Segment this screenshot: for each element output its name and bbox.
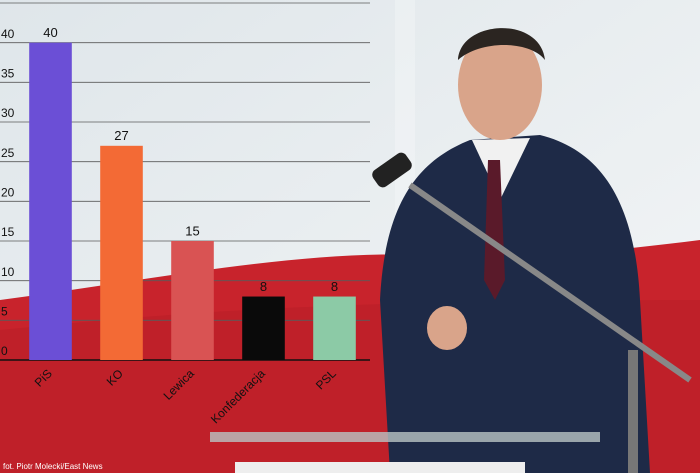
y-tick-label: 20 bbox=[1, 186, 15, 200]
y-tick-label: 10 bbox=[1, 265, 15, 279]
person bbox=[210, 28, 692, 473]
photo-credit: fot. Piotr Molecki/East News bbox=[3, 462, 103, 471]
bar bbox=[171, 241, 214, 360]
value-label: 40 bbox=[43, 25, 57, 40]
bar bbox=[29, 42, 72, 361]
y-tick-label: 15 bbox=[1, 225, 15, 239]
value-label: 27 bbox=[114, 128, 128, 143]
y-tick-label: 45 bbox=[1, 0, 15, 1]
y-tick-label: 0 bbox=[1, 344, 8, 358]
value-label: 15 bbox=[185, 223, 199, 238]
bar bbox=[313, 296, 356, 360]
y-tick-label: 5 bbox=[1, 305, 8, 319]
y-tick-label: 25 bbox=[1, 146, 15, 160]
value-label: 8 bbox=[331, 279, 338, 294]
value-label: 8 bbox=[260, 279, 267, 294]
bar bbox=[242, 296, 285, 360]
y-tick-label: 30 bbox=[1, 106, 15, 120]
y-tick-label: 40 bbox=[1, 27, 15, 41]
bar bbox=[100, 145, 143, 360]
y-tick-label: 35 bbox=[1, 67, 15, 81]
